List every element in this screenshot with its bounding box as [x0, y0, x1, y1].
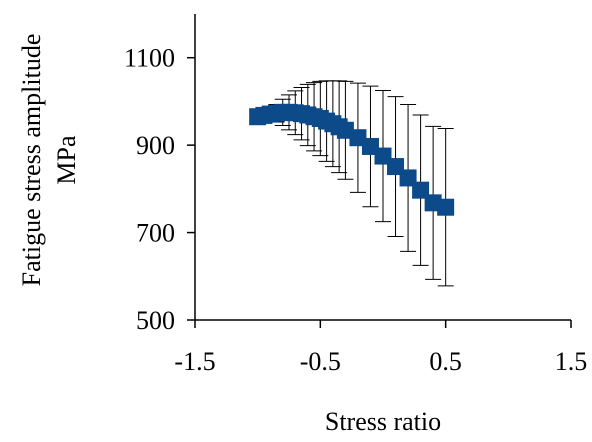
y-axis-title-line1: Fatigue stress amplitude — [17, 34, 46, 287]
y-tick-label: 1100 — [124, 44, 175, 73]
x-tick-label: -0.5 — [300, 347, 341, 376]
y-tick-label: 700 — [136, 219, 175, 248]
y-ticks: 500 700 900 1100 — [124, 44, 195, 335]
y-tick-label: 900 — [136, 131, 175, 160]
y-tick-label: 500 — [136, 306, 175, 335]
y-axis-title-line2: MPa — [52, 135, 81, 185]
data-point — [437, 198, 455, 216]
x-axis-title: Stress ratio — [325, 407, 441, 436]
x-tick-label: 1.5 — [555, 347, 588, 376]
x-tick-label: -1.5 — [174, 347, 215, 376]
data-markers — [249, 103, 455, 216]
x-tick-label: 0.5 — [429, 347, 462, 376]
axes: 500 700 900 1100 -1.5 -0.5 0.5 1.5 — [124, 14, 587, 376]
x-ticks: -1.5 -0.5 0.5 1.5 — [174, 320, 587, 376]
